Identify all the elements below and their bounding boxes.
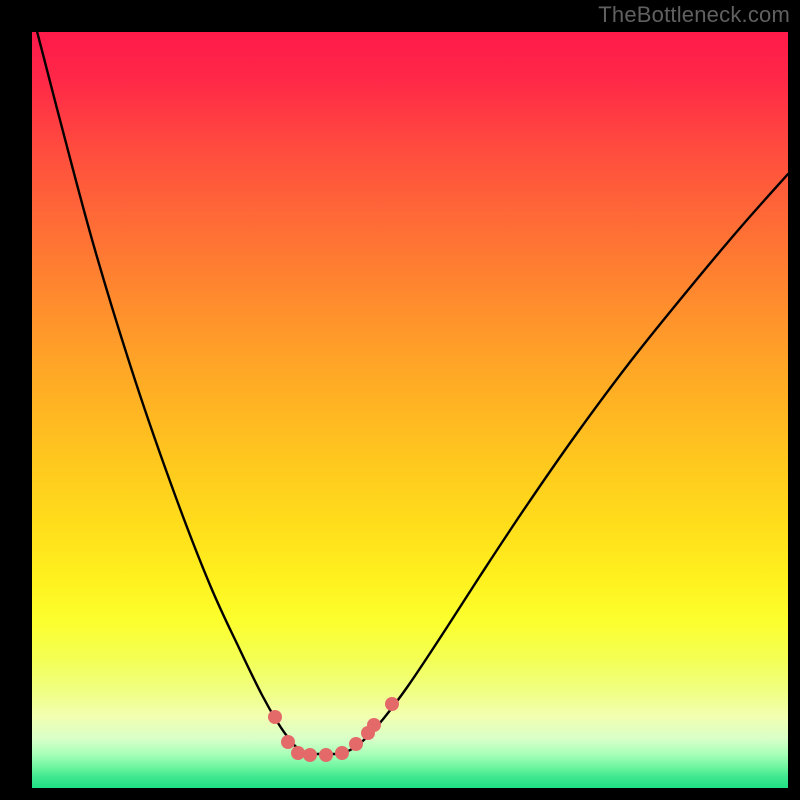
marker-dot [385,697,399,711]
marker-dot [303,748,317,762]
marker-dot [335,746,349,760]
marker-dot [291,746,305,760]
chart-svg [32,32,788,788]
marker-dot [281,735,295,749]
watermark-text: TheBottleneck.com [598,2,790,28]
marker-dot [367,718,381,732]
marker-dot [268,710,282,724]
marker-dot [349,737,363,751]
bottleneck-chart [32,32,788,788]
marker-dot [319,748,333,762]
